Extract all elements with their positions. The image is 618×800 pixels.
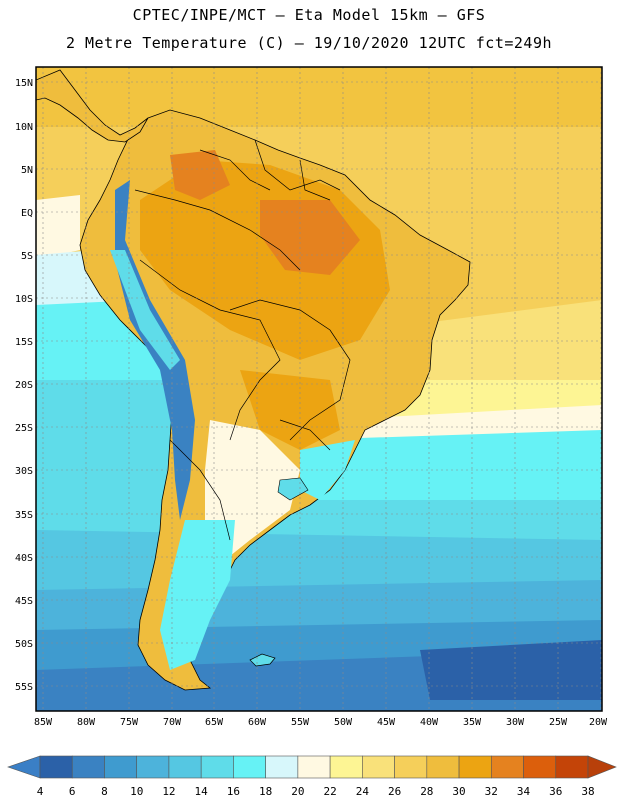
lon-label: 30W [506,717,525,728]
lat-label: EQ [21,208,33,219]
lon-label: 75W [120,717,139,728]
lon-label: 20W [589,717,608,728]
colombia-hot-region [170,150,230,200]
colorbar-tick-label: 4 [37,785,44,798]
colorbar-tick-label: 24 [356,785,370,798]
colorbar-tick-label: 38 [581,785,594,798]
lon-label: 35W [463,717,482,728]
colorbar-tick-label: 6 [69,785,76,798]
lat-label: 45S [15,596,33,607]
colorbar-tick-label: 8 [101,785,108,798]
lon-label: 45W [377,717,396,728]
lon-label: 85W [34,717,53,728]
colorbar-tick-label: 32 [485,785,498,798]
south-central-warm [240,370,340,450]
lat-label: 5N [21,165,33,176]
colorbar-swatch [362,755,395,779]
colorbar-swatch [136,755,170,779]
lat-label: 20S [15,380,33,391]
andes-highland-light [110,250,180,370]
lon-label: 70W [163,717,182,728]
colorbar-swatch [329,755,363,779]
lat-label: 50S [15,639,33,650]
pacific-band-14 [36,380,170,570]
colorbar-swatch [458,755,492,779]
lat-label: 55S [15,682,33,693]
lon-label: 50W [334,717,353,728]
colorbar-swatch [168,755,202,779]
country-borders [134,139,351,541]
colorbar-swatch [394,755,428,779]
map-frame [35,66,603,712]
map-area [36,67,602,711]
colorbar-tick-label: 18 [259,785,272,798]
colorbar-tick-label: 30 [452,785,465,798]
chart-title-line1: CPTEC/INPE/MCT – Eta Model 15km – GFS [132,6,486,24]
colorbar: 4 6 8 10 12 14 16 18 20 22 24 26 28 30 32 34 36 38 [7,755,617,798]
colorbar-tick-label: 12 [162,785,175,798]
colorbar-low-arrow [7,755,41,779]
colorbar-high-arrow [587,755,617,779]
lon-label: 55W [291,717,310,728]
colorbar-swatch [233,755,266,779]
lon-label: 40W [420,717,439,728]
lat-label: 25S [15,423,33,434]
colorbar-swatch [71,755,105,779]
patagonia-cool [160,520,235,670]
colorbar-tick-label: 22 [323,785,336,798]
lat-label: 10S [15,294,33,305]
colorbar-swatch [555,755,589,779]
lat-label: 15N [15,78,33,89]
lat-label: 15S [15,337,33,348]
colorbar-tick-label: 14 [195,785,209,798]
colorbar-tick-label: 20 [291,785,304,798]
longitude-labels: 85W 80W 75W 70W 65W 60W 55W 50W 45W 40W … [34,717,608,728]
falkland-islands [249,653,276,667]
chart-title-line2: 2 Metre Temperature (C) – 19/10/2020 12U… [65,34,553,52]
amazon-hottest-region [260,200,360,275]
lon-label: 60W [248,717,267,728]
central-america-land [36,69,149,143]
pacific-equatorial [36,195,80,260]
colorbar-tick-label: 28 [420,785,433,798]
graticule [36,67,602,711]
lat-label: 30S [15,466,33,477]
colorbar-swatch [426,755,460,779]
lake-lagoa-dos-patos [277,477,309,501]
colorbar-swatch [523,755,557,779]
colorbar-swatch [104,755,138,779]
colorbar-tick-label: 34 [517,785,531,798]
lat-label: 10N [15,122,33,133]
colorbar-swatch [490,755,524,779]
colorbar-swatch [200,755,234,779]
colorbar-tick-label: 16 [227,785,240,798]
colorbar-swatch [265,755,299,779]
lon-label: 25W [549,717,568,728]
lat-label: 40S [15,553,33,564]
band-4 [420,640,602,700]
lon-label: 80W [77,717,96,728]
colorbar-tick-label: 36 [549,785,562,798]
colorbar-swatch [39,755,73,779]
latitude-labels: 15N 10N 5N EQ 5S 10S 15S 20S 25S 30S 35S… [15,78,33,693]
colorbar-tick-label: 26 [388,785,401,798]
lat-label: 35S [15,510,33,521]
caribbean-warm [36,67,602,127]
colorbar-tick-label: 10 [130,785,143,798]
lon-label: 65W [205,717,224,728]
lat-label: 5S [21,251,33,262]
colorbar-swatch [297,755,331,779]
